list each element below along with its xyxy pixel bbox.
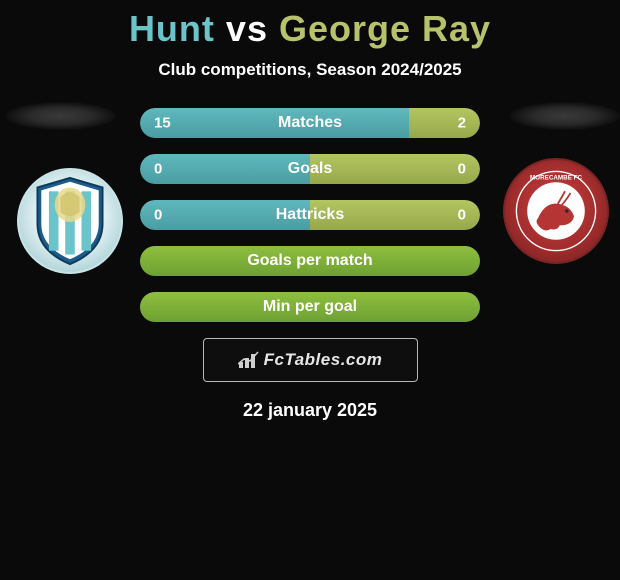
comparison-content: MORECAMBE FC 152Matches 00Goals 00Hattrick… [0,108,620,421]
watermark-box: FcTables.com [203,338,418,382]
watermark-text: FcTables.com [264,350,383,370]
stat-label: Matches [140,114,480,132]
player2-name: George Ray [279,8,491,49]
morecambe-crest-icon: MORECAMBE FC [511,166,601,256]
club-badge-left [17,168,123,274]
stat-label: Hattricks [140,206,480,224]
stat-label: Goals [140,160,480,178]
club-badge-left-crest [31,176,109,266]
comparison-title: Hunt vs George Ray [0,0,620,50]
shadow-right [510,102,620,130]
player1-name: Hunt [129,8,215,49]
date-text: 22 january 2025 [0,400,620,421]
stat-bar-goals-per-match: Goals per match [140,246,480,276]
colchester-crest-icon [31,176,109,266]
vs-text: vs [226,8,268,49]
shadow-left [6,102,116,130]
stat-bar-min-per-goal: Min per goal [140,292,480,322]
stat-label: Min per goal [140,298,480,316]
stat-bar-matches: 152Matches [140,108,480,138]
subtitle: Club competitions, Season 2024/2025 [0,60,620,80]
bar-chart-icon [238,351,260,369]
stat-bar-goals: 00Goals [140,154,480,184]
svg-text:MORECAMBE FC: MORECAMBE FC [530,175,583,182]
club-badge-right: MORECAMBE FC [503,158,609,264]
stat-label: Goals per match [140,252,480,270]
stat-bar-hattricks: 00Hattricks [140,200,480,230]
stat-bars: 152Matches 00Goals 00Hattricks Goals per ma… [140,108,480,322]
